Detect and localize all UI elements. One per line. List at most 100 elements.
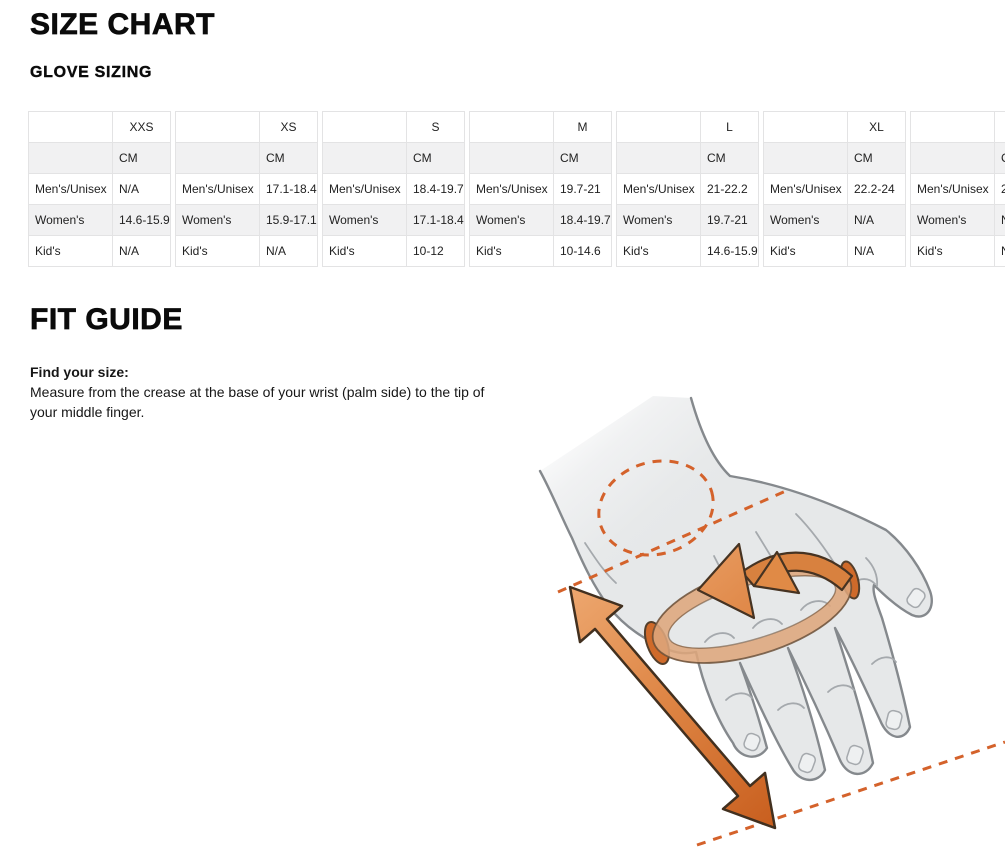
womens-value-cell: 18.4-19.7 (553, 204, 612, 236)
kids-value-cell: N/A (994, 235, 1005, 267)
unit-row: CM (175, 142, 318, 174)
size-header-cell: L (700, 111, 759, 143)
mens-value-cell: 22.2-24 (847, 173, 906, 205)
size-header-row: XXL (910, 111, 1005, 143)
size-header-cell: XXS (112, 111, 171, 143)
mens-value-cell: 17.1-18.4 (259, 173, 318, 205)
unit-cell: CM (259, 142, 318, 174)
row-label-cell: Kid's (469, 235, 554, 267)
empty-cell (322, 111, 407, 143)
baseline-dashed-line (696, 740, 1005, 847)
size-header-cell: M (553, 111, 612, 143)
kids-value-cell: 14.6-15.9 (700, 235, 759, 267)
row-label-cell: Women's (322, 204, 407, 236)
size-header-cell: XS (259, 111, 318, 143)
womens-row: Women's 15.9-17.1 (175, 204, 318, 236)
row-label-cell: Kid's (763, 235, 848, 267)
mens-row: Men's/Unisex 21-22.2 (616, 173, 759, 205)
row-label-cell: Women's (616, 204, 701, 236)
size-header-cell: S (406, 111, 465, 143)
row-label-cell: Women's (28, 204, 113, 236)
row-label-cell: Women's (910, 204, 995, 236)
kids-row: Kid's N/A (175, 235, 318, 267)
hand-measurement-illustration (538, 396, 1005, 847)
length-arrow (568, 585, 777, 830)
size-chart-title: SIZE CHART (30, 8, 215, 42)
empty-cell (763, 111, 848, 143)
mens-value-cell: 19.7-21 (553, 173, 612, 205)
row-label-cell: Women's (175, 204, 260, 236)
fingernails (743, 587, 926, 774)
size-header-row: M (469, 111, 612, 143)
row-label-cell: Kid's (175, 235, 260, 267)
wrist-dashed-ellipse (597, 459, 715, 557)
empty-cell (763, 142, 848, 174)
size-group-table: XXL CM Men's/Unisex 23.5-24.8 Women's N/… (910, 111, 1005, 267)
kids-value-cell: N/A (847, 235, 906, 267)
unit-row: CM (616, 142, 759, 174)
row-label-cell: Women's (469, 204, 554, 236)
mens-row: Men's/Unisex N/A (28, 173, 171, 205)
kids-value-cell: 10-12 (406, 235, 465, 267)
mens-row: Men's/Unisex 23.5-24.8 (910, 173, 1005, 205)
empty-cell (469, 111, 554, 143)
mens-value-cell: 21-22.2 (700, 173, 759, 205)
empty-cell (175, 111, 260, 143)
row-label-cell: Men's/Unisex (28, 173, 113, 205)
empty-cell (910, 111, 995, 143)
empty-cell (28, 111, 113, 143)
size-group-table: M CM Men's/Unisex 19.7-21 Women's 18.4-1… (469, 111, 612, 267)
row-label-cell: Kid's (28, 235, 113, 267)
mens-row: Men's/Unisex 18.4-19.7 (322, 173, 465, 205)
row-label-cell: Kid's (322, 235, 407, 267)
mens-value-cell: 18.4-19.7 (406, 173, 465, 205)
row-label-cell: Men's/Unisex (469, 173, 554, 205)
row-label-cell: Men's/Unisex (910, 173, 995, 205)
size-header-row: XL (763, 111, 906, 143)
unit-row: CM (322, 142, 465, 174)
row-label-cell: Men's/Unisex (322, 173, 407, 205)
size-header-row: XXS (28, 111, 171, 143)
unit-row: CM (28, 142, 171, 174)
size-header-cell: XL (847, 111, 906, 143)
kids-row: Kid's 10-12 (322, 235, 465, 267)
kids-row: Kid's 14.6-15.9 (616, 235, 759, 267)
size-header-cell: XXL (994, 111, 1005, 143)
row-label-cell: Men's/Unisex (175, 173, 260, 205)
size-header-row: L (616, 111, 759, 143)
find-your-size-label: Find your size: (30, 364, 129, 380)
empty-cell (616, 142, 701, 174)
fit-guide-description: Measure from the crease at the base of y… (30, 384, 485, 420)
glove-size-table: XXS CM Men's/Unisex N/A Women's 14.6-15.… (28, 111, 1005, 267)
unit-row: CM (469, 142, 612, 174)
kids-value-cell: N/A (112, 235, 171, 267)
unit-cell: CM (847, 142, 906, 174)
kids-row: Kid's N/A (910, 235, 1005, 267)
row-label-cell: Men's/Unisex (616, 173, 701, 205)
kids-value-cell: N/A (259, 235, 318, 267)
womens-row: Women's 17.1-18.4 (322, 204, 465, 236)
empty-cell (28, 142, 113, 174)
womens-value-cell: 19.7-21 (700, 204, 759, 236)
row-label-cell: Men's/Unisex (763, 173, 848, 205)
kids-row: Kid's N/A (28, 235, 171, 267)
womens-value-cell: 14.6-15.9 (112, 204, 171, 236)
womens-row: Women's 14.6-15.9 (28, 204, 171, 236)
empty-cell (469, 142, 554, 174)
size-group-table: XS CM Men's/Unisex 17.1-18.4 Women's 15.… (175, 111, 318, 267)
size-header-row: XS (175, 111, 318, 143)
womens-row: Women's N/A (763, 204, 906, 236)
mens-row: Men's/Unisex 19.7-21 (469, 173, 612, 205)
empty-cell (616, 111, 701, 143)
size-group-table: L CM Men's/Unisex 21-22.2 Women's 19.7-2… (616, 111, 759, 267)
womens-row: Women's N/A (910, 204, 1005, 236)
unit-cell: CM (994, 142, 1005, 174)
womens-value-cell: 17.1-18.4 (406, 204, 465, 236)
unit-row: CM (910, 142, 1005, 174)
row-label-cell: Kid's (910, 235, 995, 267)
kids-value-cell: 10-14.6 (553, 235, 612, 267)
size-group-table: XL CM Men's/Unisex 22.2-24 Women's N/A K… (763, 111, 906, 267)
mens-row: Men's/Unisex 22.2-24 (763, 173, 906, 205)
mens-row: Men's/Unisex 17.1-18.4 (175, 173, 318, 205)
